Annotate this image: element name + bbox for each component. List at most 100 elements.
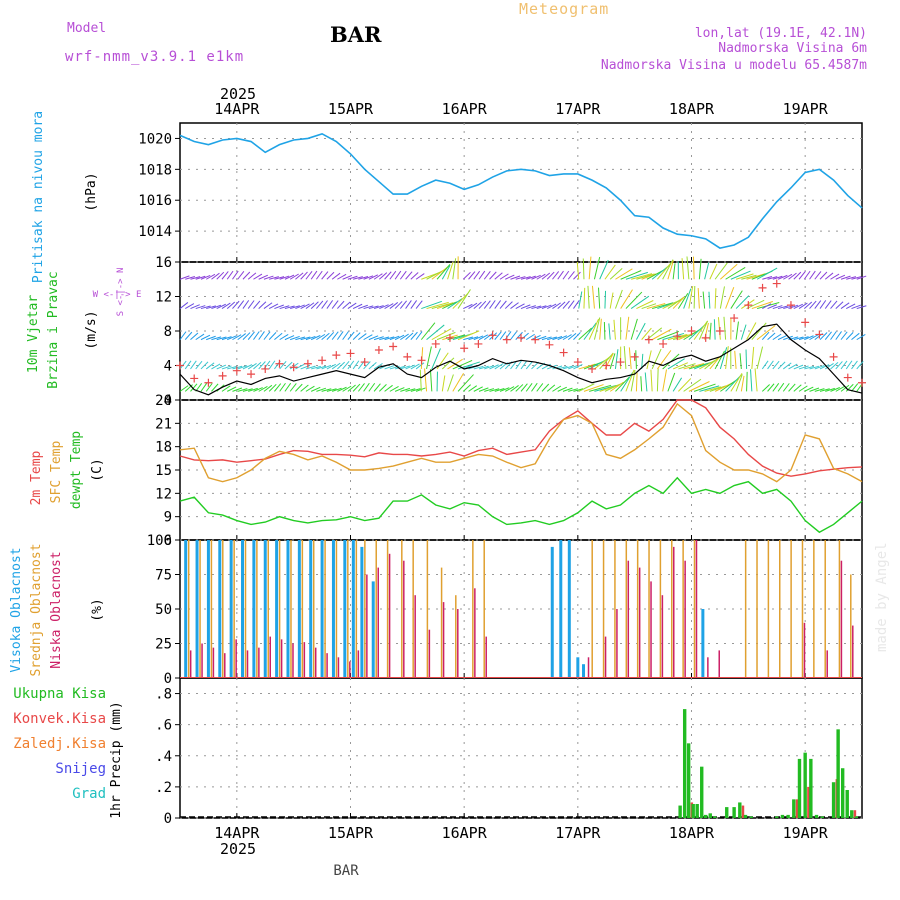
wind-arrow <box>373 363 383 370</box>
wind-arrow <box>394 365 405 370</box>
wind-arrow <box>672 377 683 392</box>
precip-total-bar <box>695 804 699 818</box>
wind-arrow <box>504 331 512 340</box>
wind-arrow <box>426 301 449 310</box>
wind-arrow <box>746 371 748 392</box>
wind-arrow <box>741 274 757 280</box>
wind-arrow <box>352 383 361 392</box>
cloud-high-bar <box>582 664 586 678</box>
wind-unit: (m/s) <box>84 310 99 349</box>
year-top-label: 2025 <box>220 85 256 103</box>
wind-arrow <box>762 276 773 280</box>
y-tick-label: .8 <box>155 687 172 703</box>
wind-arrow <box>499 387 510 392</box>
wind-arrow <box>237 271 245 280</box>
wind-arrow <box>284 335 295 341</box>
wind-arrow <box>735 295 750 309</box>
wind-arrow <box>389 270 397 280</box>
wind-arrow <box>421 300 443 310</box>
wind-arrow <box>305 385 315 392</box>
y-tick-label: 15 <box>155 463 172 479</box>
wind-arrow <box>441 375 446 392</box>
cloud-high-bar <box>550 546 554 678</box>
wind-arrow <box>630 318 638 340</box>
wind-arrow <box>754 368 758 392</box>
precip-total-bar <box>803 752 807 818</box>
wind-arrow <box>389 386 399 392</box>
x-tick-label-bottom: 14APR <box>214 824 260 842</box>
wind-arrow <box>693 383 716 392</box>
wind-arrow <box>300 336 311 341</box>
wind-arrow <box>337 300 345 309</box>
wind-arrow <box>379 336 390 341</box>
wind-arrow <box>756 325 776 341</box>
wind-arrow <box>777 382 785 392</box>
wind-arrow <box>819 332 828 340</box>
cloud-high-bar <box>351 540 355 678</box>
wind-gust-marker <box>588 364 597 373</box>
wind-arrow <box>750 369 753 392</box>
model-label: Model <box>67 21 107 36</box>
wind-arrow <box>567 300 575 309</box>
wind-arrow <box>316 365 327 370</box>
wind-gust-marker <box>843 373 852 382</box>
wind-arrow <box>232 334 242 341</box>
wind-arrow <box>457 330 480 341</box>
wind-arrow <box>263 275 274 280</box>
wind-axis-title: 10m Vjetar Brzina i Pravac <box>26 271 61 388</box>
y-tick-label: 1016 <box>138 193 172 209</box>
wind-arrow <box>227 365 237 370</box>
y-tick-label: 9 <box>164 510 172 526</box>
wind-arrow <box>394 270 402 280</box>
wind-arrow <box>593 256 601 280</box>
wind-gust-marker <box>445 333 454 342</box>
wind-arrow <box>531 382 538 392</box>
wind-arrow <box>767 332 776 341</box>
wind-arrow <box>274 383 282 392</box>
wind-arrow <box>415 300 423 309</box>
wind-arrow <box>583 384 604 392</box>
wind-arrow <box>200 334 211 341</box>
wind-arrow <box>667 358 685 370</box>
pressure-line <box>179 132 863 249</box>
wind-arrow <box>824 272 834 280</box>
precip-total-bar <box>700 766 704 818</box>
wind-gust-marker <box>644 335 653 344</box>
wind-arrow <box>258 274 269 280</box>
wind-arrow <box>184 360 192 370</box>
wind-arrow <box>667 372 676 392</box>
y-tick-label: 0 <box>164 393 172 409</box>
wind-arrow <box>494 331 502 340</box>
wind-gust-marker <box>190 374 199 383</box>
wind-arrow <box>536 305 547 310</box>
wind-gust-marker <box>232 366 241 375</box>
wind-arrow <box>552 336 563 341</box>
wind-arrow <box>709 263 718 280</box>
wind-arrow <box>573 388 584 392</box>
wind-arrow <box>613 319 616 340</box>
wind-arrow <box>573 271 581 280</box>
wind-arrow <box>562 365 573 370</box>
wind-arrow <box>657 330 680 341</box>
precip-total-bar <box>780 814 785 818</box>
wind-arrow <box>819 388 830 392</box>
wind-arrow <box>793 336 804 341</box>
precip-total-bar <box>682 709 687 818</box>
y-tick-label: .6 <box>155 718 172 734</box>
wind-arrow <box>504 301 513 309</box>
wind-arrow <box>672 334 689 341</box>
precip-total-bar <box>725 807 729 818</box>
cloud-high-bar <box>229 540 233 678</box>
wind-arrow <box>525 333 535 341</box>
wind-arrow <box>793 384 802 392</box>
wind-arrow <box>656 368 659 392</box>
wind-arrow <box>232 387 243 392</box>
wind-arrow <box>851 276 862 280</box>
wind-arrow <box>578 327 592 340</box>
wind-arrow <box>394 334 405 341</box>
wind-arrow <box>719 286 725 309</box>
wind-arrow <box>777 361 786 370</box>
cloud-high-bar <box>309 540 313 678</box>
temp-2m-line <box>179 399 863 477</box>
wind-arrow <box>478 365 489 370</box>
